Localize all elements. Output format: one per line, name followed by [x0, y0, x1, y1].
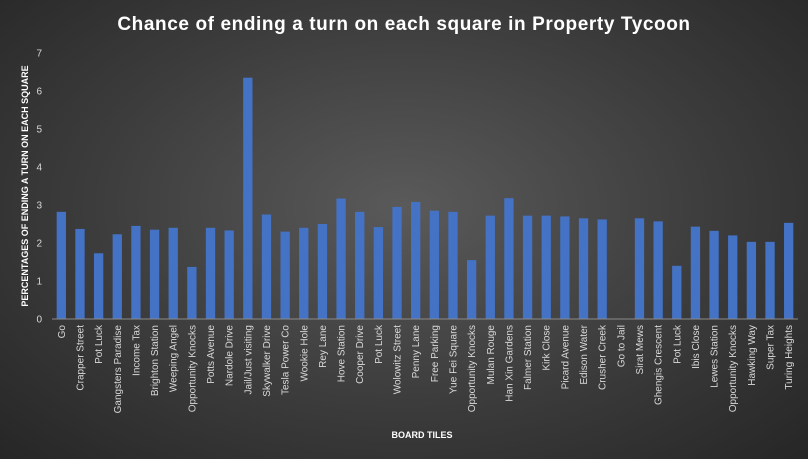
x-tick-label: Opportunity Knocks	[728, 325, 739, 412]
x-tick-label: Ghengis Crescent	[654, 325, 665, 405]
bar	[261, 214, 272, 319]
bar	[504, 198, 514, 319]
y-axis-ticks: 0 1 2 3 4 5 6 7	[36, 49, 42, 326]
x-tick-label: Ibis Close	[691, 325, 702, 369]
bar	[466, 260, 477, 319]
x-tick-label: Pot Luck	[672, 324, 683, 364]
y-tick-label: 1	[36, 277, 42, 288]
x-tick-label: Opportunity Knocks	[187, 325, 198, 412]
x-tick-label: Turing Heights	[784, 325, 795, 390]
x-tick-label: Go	[57, 325, 68, 339]
bar	[709, 230, 719, 319]
x-tick-label: Opportunity Knocks	[467, 325, 478, 412]
x-tick-label: Han Xin Gardens	[504, 325, 515, 402]
x-tick-label: Kirk Close	[542, 325, 553, 371]
bar	[149, 229, 160, 319]
bar	[522, 215, 533, 319]
bar	[690, 226, 701, 319]
bar	[578, 218, 589, 319]
x-tick-label: Weeping Angel	[169, 325, 180, 392]
x-tick-label: Penny Lane	[411, 325, 422, 379]
bar	[728, 235, 738, 319]
y-tick-label: 0	[36, 315, 42, 326]
x-tick-label: Go to Jail	[616, 325, 627, 367]
x-tick-label: Edison Water	[579, 324, 590, 384]
x-tick-label: Potts Avenue	[206, 325, 217, 384]
x-tick-label: Free Parking	[430, 325, 441, 382]
y-axis-title: PERCENTAGES OF ENDING A TURN ON EACH SQU…	[20, 65, 30, 306]
x-tick-label: Lewes Station	[710, 325, 721, 388]
bar	[784, 222, 794, 319]
x-axis-title: BOARD TILES	[391, 430, 452, 440]
x-tick-label: Rey Lane	[318, 325, 329, 368]
bar	[168, 227, 178, 319]
bar	[653, 221, 663, 319]
bar	[765, 241, 775, 319]
x-tick-label: Wolowitz Street	[393, 325, 404, 395]
bar	[205, 227, 216, 319]
y-tick-label: 6	[36, 87, 42, 98]
x-tick-label: Falmer Station	[523, 325, 534, 390]
x-tick-label: Hove Station	[337, 325, 348, 382]
y-tick-label: 3	[36, 201, 42, 212]
x-tick-label: Crapper Street	[75, 325, 86, 391]
bar	[411, 201, 421, 319]
x-tick-label: Skywalker Drive	[262, 325, 273, 397]
bar	[746, 241, 757, 319]
bar	[634, 218, 645, 319]
x-tick-label: Wookie Hole	[299, 325, 310, 382]
bar	[485, 215, 495, 319]
x-tick-label: Brighton Station	[150, 325, 161, 396]
x-tick-label: Sirat Mews	[635, 325, 646, 374]
bar	[560, 216, 570, 319]
x-axis-labels: Go Crapper Street Pot Luck Gangsters Paradi…	[57, 324, 795, 413]
bar	[448, 211, 458, 319]
bar	[429, 210, 439, 319]
x-tick-label: Yue Fei Square	[448, 325, 459, 394]
x-tick-label: Pot Luck	[94, 324, 105, 364]
bar	[355, 211, 365, 319]
x-tick-label: Hawking Way	[747, 325, 758, 386]
x-tick-label: Gangsters Paradise	[113, 325, 124, 414]
x-tick-label: Tesla Power Co	[281, 325, 292, 395]
bar	[336, 198, 346, 319]
x-tick-label: Mulan Rouge	[486, 325, 497, 385]
bar-series	[56, 77, 794, 319]
chart-title: Chance of ending a turn on each square i…	[117, 14, 690, 35]
bar	[597, 219, 607, 319]
y-tick-label: 7	[36, 49, 42, 60]
bar	[224, 230, 234, 319]
x-tick-label: Super Tax	[766, 325, 777, 370]
bar	[75, 228, 85, 319]
bar	[112, 234, 122, 319]
x-tick-label: Nardole Drive	[225, 325, 236, 387]
y-tick-label: 2	[36, 239, 42, 250]
bar	[541, 215, 551, 319]
x-tick-label: Jail/Just visiting	[243, 325, 254, 394]
y-tick-label: 5	[36, 125, 42, 136]
bar	[317, 224, 328, 319]
x-tick-label: Pot Luck	[374, 324, 385, 364]
bar	[187, 266, 197, 319]
bar	[280, 231, 290, 319]
x-tick-label: Income Tax	[131, 325, 142, 376]
bar	[93, 253, 104, 319]
bar	[672, 265, 682, 319]
y-tick-label: 4	[36, 163, 42, 174]
bar	[131, 225, 141, 319]
bar	[243, 77, 253, 319]
bar	[299, 227, 309, 319]
x-tick-label: Picard Avenue	[560, 325, 571, 390]
x-tick-label: Crusher Creek	[598, 324, 609, 390]
bar	[373, 227, 384, 319]
bar	[56, 211, 66, 319]
x-tick-label: Cooper Drive	[355, 325, 366, 384]
bar	[392, 206, 402, 319]
